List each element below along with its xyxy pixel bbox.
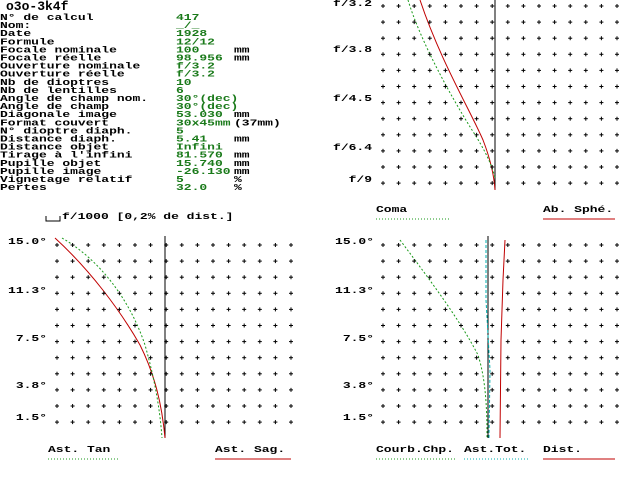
y-label: 1.5° (343, 413, 374, 423)
spec-value: 5.41 (176, 135, 207, 145)
y-label: 1.5° (16, 413, 47, 423)
y-label: 11.3° (8, 286, 47, 296)
legend-label: Dist. (543, 445, 582, 455)
spec-unit: mm (234, 111, 250, 121)
y-label: f/3.2 (333, 0, 372, 9)
curve-field (399, 239, 488, 439)
spec-value: -26.130 (176, 167, 231, 177)
spec-label: Angle de champ (0, 102, 109, 112)
spec-value: f/3.2 (176, 70, 215, 80)
spec-value: 81.570 (176, 151, 223, 161)
legend-label: Ast. Tan (48, 445, 111, 455)
spec-unit: % (234, 175, 242, 185)
spec-label: Formule (0, 38, 55, 48)
spec-label: Angle de champ nom. (0, 94, 148, 104)
y-label: 3.8° (16, 381, 47, 391)
spec-unit: % (234, 183, 242, 193)
legend-label: Coma (376, 205, 407, 215)
legend-label: Courb.Chp. (376, 445, 454, 455)
y-label: 15.0° (8, 237, 47, 247)
curve-distortion (499, 239, 506, 439)
y-label: 3.8° (343, 381, 374, 391)
curve-astig (485, 240, 491, 439)
spec-label: Vignetage relatif (0, 175, 133, 185)
spec-value: 10 (176, 78, 192, 88)
y-label: 7.5° (16, 334, 47, 344)
legend-label: Ast.Tot. (464, 445, 526, 455)
spec-value: 5 (176, 127, 184, 137)
spec-label: Tirage à l'infini (0, 151, 133, 161)
y-label: 7.5° (343, 334, 374, 344)
window-title: o3o-3k4f (6, 0, 69, 14)
spec-unit: mm (234, 135, 250, 145)
y-label: f/3.8 (333, 45, 372, 55)
y-label: 15.0° (335, 237, 374, 247)
spec-label: Pupille image (0, 167, 102, 177)
spec-label: N° de calcul (0, 13, 94, 23)
y-label: f/9 (349, 175, 373, 185)
curve-tangential (61, 237, 163, 439)
spec-value: 98.956 (176, 54, 223, 64)
spec-label: N° dioptre diaph. (0, 127, 132, 137)
spec-value: 30°(dec) (176, 94, 238, 104)
spec-label: Nb de dioptres (0, 78, 109, 88)
spec-value: 6 (176, 86, 184, 96)
spec-label: Pupille objet (0, 159, 101, 169)
spec-value: _/_ (175, 21, 200, 31)
spec-label: Date (0, 30, 31, 40)
spec-unit: mm (234, 167, 250, 177)
legend-label: Ab. Sphé. (543, 205, 613, 215)
spec-unit: mm (234, 151, 250, 161)
y-label: 11.3° (335, 286, 374, 296)
spec-value: 53.030 (176, 111, 223, 121)
curve-coma (407, 0, 496, 179)
curve-sagittal (54, 237, 166, 439)
spec-unit: mm (234, 54, 250, 64)
spec-label: Ouverture réelle (0, 70, 125, 80)
spec-value: 5 (176, 175, 184, 185)
spec-value: 12/12 (176, 38, 215, 48)
spec-label: Distance diaph. (0, 135, 117, 145)
spec-unit: (37mm) (234, 119, 281, 129)
spec-value: 30x45mm (176, 119, 231, 129)
spec-unit: mm (234, 46, 250, 56)
title-mark (45, 216, 61, 222)
spec-label: Format couvert (0, 119, 109, 129)
spec-label: Diagonale image (0, 111, 117, 121)
spec-label: Focale nominale (0, 46, 117, 56)
spec-value: 1928 (176, 30, 207, 40)
spec-value: Infini (176, 143, 223, 153)
spec-label: Pertes (0, 183, 47, 193)
y-label: f/6.4 (333, 143, 372, 153)
spec-label: Ouverture nominale (0, 62, 140, 72)
panel-title: f/1000 [0,2% de dist.] (62, 212, 233, 222)
legend-label: Ast. Sag. (215, 445, 285, 455)
spec-value: 32.0 (176, 183, 207, 193)
spec-label: Nb de lentilles (0, 86, 117, 96)
spec-value: f/3.2 (176, 62, 215, 72)
spec-value: 100 (176, 46, 200, 56)
y-label: f/4.5 (333, 94, 372, 104)
spec-value: 15.740 (176, 159, 223, 169)
spec-unit: mm (234, 159, 250, 169)
spec-value: 417 (176, 13, 200, 23)
spec-label: Distance objet (0, 143, 109, 153)
spec-value: 30°(dec) (176, 102, 238, 112)
spec-label: Nom: (0, 21, 31, 31)
spec-label: Focale réelle (0, 54, 102, 64)
curve-spherical (419, 0, 496, 191)
